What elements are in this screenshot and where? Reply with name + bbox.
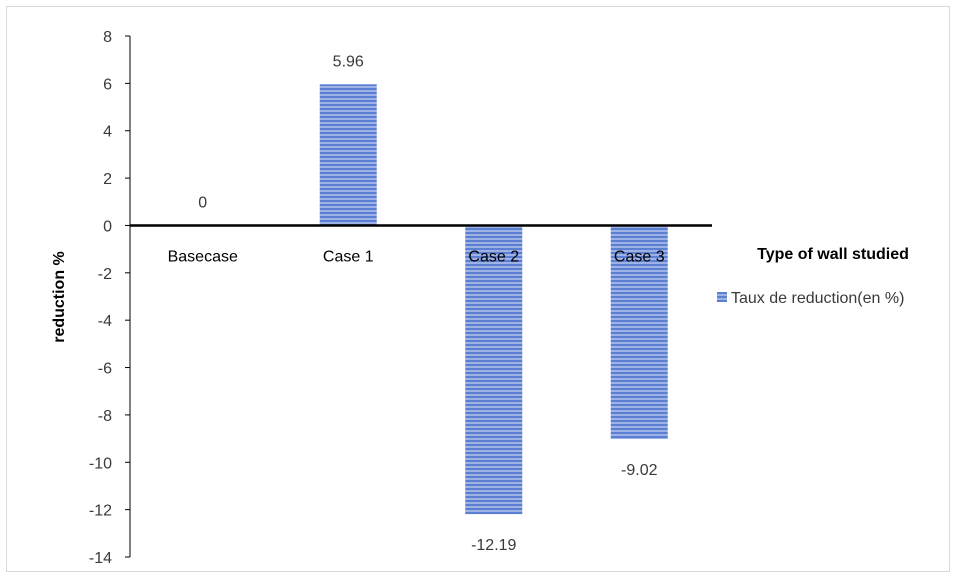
category-labels: Basecase Case 1 Case 2 Case 3 xyxy=(168,248,665,265)
data-label: -9.02 xyxy=(621,462,658,479)
bar xyxy=(319,84,377,226)
data-label: -12.19 xyxy=(471,537,516,554)
bar xyxy=(610,225,668,440)
data-label: 5.96 xyxy=(333,53,364,70)
y-axis-title: reduction % xyxy=(51,251,68,343)
y-tick-label: 6 xyxy=(103,76,112,93)
category-label: Basecase xyxy=(168,248,238,265)
bars xyxy=(130,84,712,515)
legend-label: Taux de reduction(en %) xyxy=(731,290,904,307)
data-labels: 0 5.96 -12.19 -9.02 xyxy=(198,53,657,554)
y-axis: 8 6 4 2 0 -2 -4 -6 -8 -10 -12 -14 xyxy=(89,29,131,567)
category-label: Case 1 xyxy=(323,248,374,265)
x-axis-title: Type of wall studied xyxy=(757,246,909,263)
y-tick-label: 2 xyxy=(103,171,112,188)
category-label: Case 3 xyxy=(614,248,665,265)
legend-swatch xyxy=(717,292,727,302)
y-tick-label: -2 xyxy=(98,266,112,283)
legend: Taux de reduction(en %) xyxy=(717,290,904,307)
y-tick-label: -12 xyxy=(89,503,112,520)
y-tick-label: 4 xyxy=(103,124,112,141)
y-tick-label: 8 xyxy=(103,29,112,46)
y-tick-label: -10 xyxy=(89,455,112,472)
data-label: 0 xyxy=(198,194,207,211)
y-tick-label: -14 xyxy=(89,550,112,567)
y-tick-label: -8 xyxy=(98,408,112,425)
y-tick-label: -4 xyxy=(98,313,112,330)
y-tick-label: 0 xyxy=(103,218,112,235)
category-label: Case 2 xyxy=(468,248,519,265)
y-tick-label: -6 xyxy=(98,361,112,378)
bar xyxy=(465,225,523,515)
